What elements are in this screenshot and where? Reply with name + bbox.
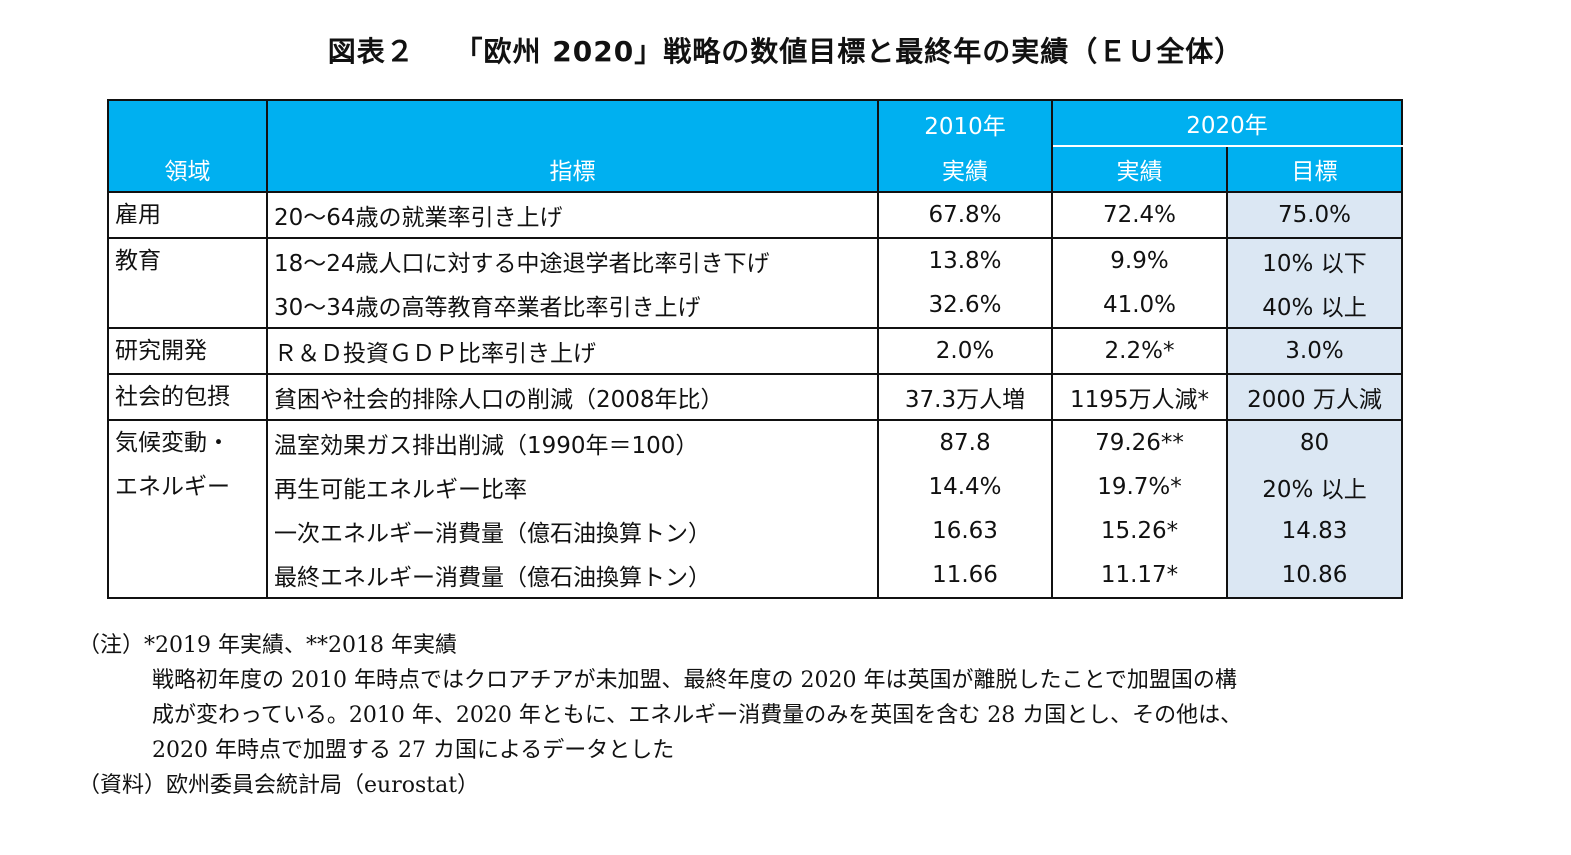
area-cell: エネルギー [107,465,268,509]
actual-2010-cell: 32.6% [877,283,1053,329]
header-indicator-top [266,99,879,146]
note-label: （注） [78,633,145,658]
actual-2020-cell: 15.26* [1051,509,1228,553]
actual-2010-cell: 67.8% [877,191,1053,239]
header-year-2020: 2020年 [1050,99,1404,147]
indicator-cell: 一次エネルギー消費量（億石油換算トン） [266,509,879,553]
actual-2020-cell: 9.9% [1051,237,1228,283]
target-cell: 20% 以上 [1225,465,1404,509]
actual-2010-cell: 13.8% [877,237,1053,283]
actual-2020-cell: 11.17* [1051,553,1228,599]
area-cell [107,509,268,553]
table-row: 研究開発 Ｒ＆Ｄ投資ＧＤＰ比率引き上げ 2.0% 2.2%* 3.0% [107,327,1404,375]
actual-2010-cell: 14.4% [877,465,1053,509]
footnotes: （注）*2019 年実績、**2018 年実績 戦略初年度の 2010 年時点で… [78,628,1242,803]
indicator-cell: 再生可能エネルギー比率 [266,465,879,509]
actual-2020-cell: 41.0% [1051,283,1228,329]
indicator-cell: 20～64歳の就業率引き上げ [266,191,879,239]
indicator-cell: 30～34歳の高等教育卒業者比率引き上げ [266,283,879,329]
actual-2020-cell: 19.7%* [1051,465,1228,509]
note-text: *2019 年実績、**2018 年実績 [144,633,457,658]
indicator-cell: 18～24歳人口に対する中途退学者比率引き下げ [266,237,879,283]
actual-2020-cell: 72.4% [1051,191,1228,239]
actual-2020-cell: 79.26** [1051,419,1228,465]
target-cell: 10.86 [1225,553,1404,599]
actual-2020-cell: 1195万人減* [1051,373,1228,421]
table-row: 最終エネルギー消費量（億石油換算トン） 11.66 11.17* 10.86 [107,553,1404,599]
page-title: 図表２ 「欧州 2020」戦略の数値目標と最終年の実績（ＥＵ全体） [327,35,1244,68]
actual-2020-cell: 2.2%* [1051,327,1228,375]
area-cell: 研究開発 [107,327,268,375]
area-cell: 教育 [107,237,268,329]
header-area-top [107,99,268,146]
note-line: （注）*2019 年実績、**2018 年実績 [78,628,1242,663]
source-text: 欧州委員会統計局（eurostat） [166,773,480,798]
actual-2010-cell: 16.63 [877,509,1053,553]
target-cell: 75.0% [1225,191,1404,239]
area-cell: 社会的包摂 [107,373,268,421]
table-row: 雇用 20～64歳の就業率引き上げ 67.8% 72.4% 75.0% [107,191,1404,239]
actual-2010-cell: 11.66 [877,553,1053,599]
target-cell: 2000 万人減 [1225,373,1404,421]
table-row: 30～34歳の高等教育卒業者比率引き上げ 32.6% 41.0% 40% 以上 [108,283,1404,329]
area-cell: 気候変動・ [107,419,268,465]
indicator-cell: Ｒ＆Ｄ投資ＧＤＰ比率引き上げ [266,327,879,375]
header-indicator: 指標 [266,146,879,193]
header-year-2010: 2010年 [877,99,1053,146]
area-cell: 雇用 [107,191,268,239]
table-row: 社会的包摂 貧困や社会的排除人口の削減（2008年比） 37.3万人増 1195… [107,373,1404,421]
source-line: （資料）欧州委員会統計局（eurostat） [78,768,1242,803]
header-target: 目標 [1225,145,1404,193]
indicator-cell: 貧困や社会的排除人口の削減（2008年比） [266,373,879,421]
note-line: 2020 年時点で加盟する 27 カ国によるデータとした [152,738,675,763]
header-area: 領域 [107,146,268,193]
target-cell: 3.0% [1225,327,1404,375]
actual-2010-cell: 87.8 [877,419,1053,465]
header-actual-2020: 実績 [1051,145,1228,193]
table-row: 教育 18～24歳人口に対する中途退学者比率引き下げ 13.8% 9.9% 10… [107,237,1404,329]
actual-2010-cell: 37.3万人増 [877,373,1053,421]
targets-table: 2010年 2020年 領域 指標 実績 実績 目標 雇用 20～64歳の就業率… [107,99,1404,599]
target-cell: 10% 以下 [1225,237,1404,283]
target-cell: 80 [1225,419,1404,465]
indicator-cell: 温室効果ガス排出削減（1990年＝100） [266,419,879,465]
note-line: 戦略初年度の 2010 年時点ではクロアチアが未加盟、最終年度の 2020 年は… [152,668,1237,693]
header-actual-2010: 実績 [877,146,1053,193]
area-cell [107,553,268,599]
note-line: 成が変わっている。2010 年、2020 年ともに、エネルギー消費量のみを英国を… [152,703,1243,728]
table-row: 一次エネルギー消費量（億石油換算トン） 16.63 15.26* 14.83 [107,509,1404,553]
table-row: 気候変動・ 温室効果ガス排出削減（1990年＝100） 87.8 79.26**… [107,419,1404,465]
target-cell: 40% 以上 [1225,283,1404,329]
source-label: （資料） [78,773,167,798]
table-row: エネルギー 再生可能エネルギー比率 14.4% 19.7%* 20% 以上 [107,465,1404,509]
indicator-cell: 最終エネルギー消費量（億石油換算トン） [266,553,879,599]
actual-2010-cell: 2.0% [877,327,1053,375]
target-cell: 14.83 [1225,509,1404,553]
